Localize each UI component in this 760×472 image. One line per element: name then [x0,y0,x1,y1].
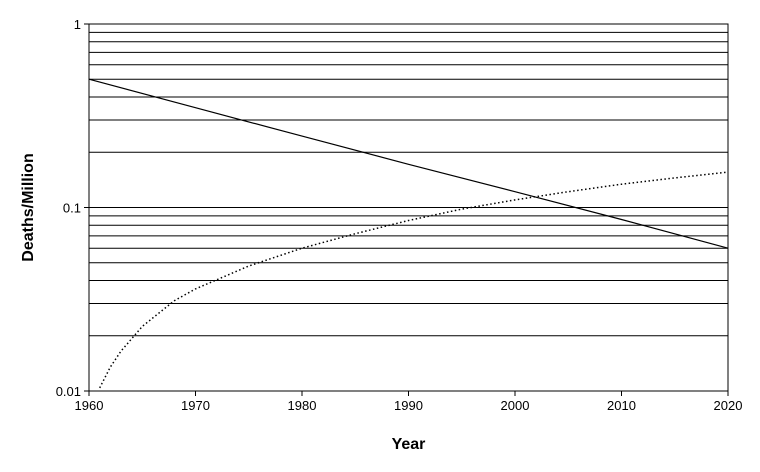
x-tick-label: 1960 [75,398,104,413]
series-line-dotted [99,171,729,389]
x-tick-label: 1990 [394,398,423,413]
x-tick-label: 1970 [181,398,210,413]
y-axis-title: Deaths/Million [20,153,37,261]
y-tick-label: 0.1 [63,201,81,216]
x-tick-label: 2010 [607,398,636,413]
y-tick-label: 1 [74,17,81,32]
grid-lines [89,23,728,392]
x-axis-title: Year [392,436,426,453]
x-tick-label: 2020 [714,398,743,413]
x-tick-label: 2000 [501,398,530,413]
x-tick-label: 1980 [288,398,317,413]
series-line-solid [88,78,729,249]
y-tick-label: 0.01 [56,384,81,399]
series-lines [88,78,729,389]
axis-ticks: 1960 1970 1980 1990 2000 2010 2020 0.01 0.1 1 [56,17,743,413]
